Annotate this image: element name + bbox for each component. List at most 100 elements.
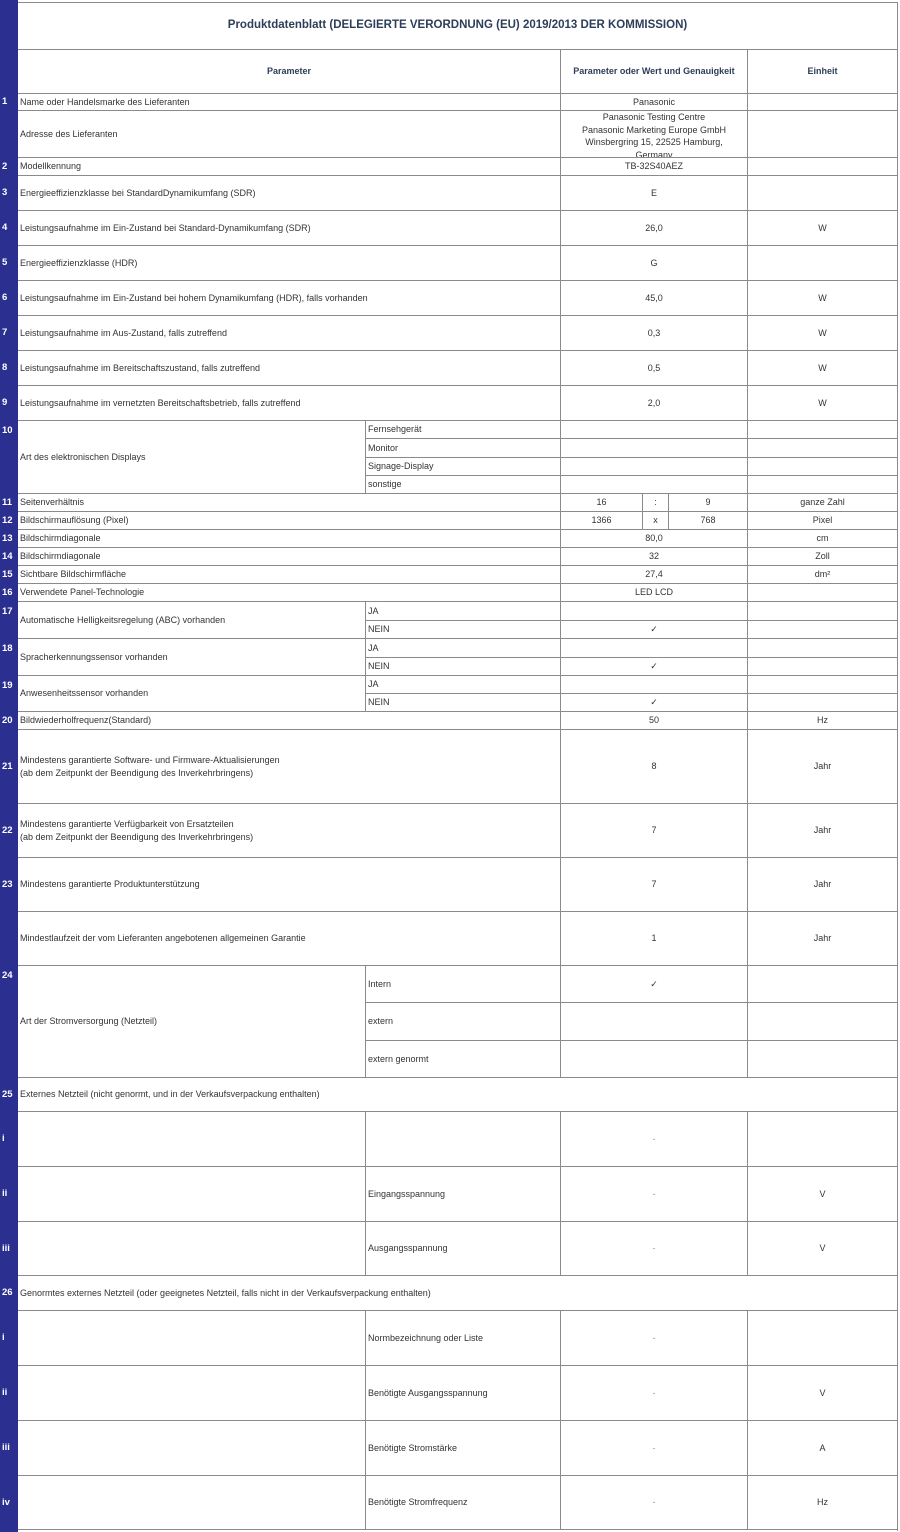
row-number: 21 (2, 760, 13, 772)
option-unit (748, 639, 898, 658)
row-number (0, 111, 18, 158)
option-unit (748, 475, 898, 494)
row-sub-label: Eingangsspannung (366, 1167, 561, 1222)
value-part: 1366 (561, 512, 643, 530)
row-unit: W (748, 281, 898, 316)
row-unit (748, 1311, 898, 1366)
row-value: E (561, 176, 748, 211)
header-value: Parameter oder Wert und Genauigkeit (561, 50, 748, 94)
option-label: extern (366, 1003, 561, 1041)
row-unit: Jahr (748, 858, 898, 912)
row-parameter: Anwesenheitssensor vorhanden (18, 676, 366, 712)
row-value: LED LCD (561, 584, 748, 602)
row-parameter: Verwendete Panel-Technologie (18, 584, 561, 602)
row-value: 8 (561, 730, 748, 804)
option-label: Intern (366, 966, 561, 1004)
row-number: 1 (2, 96, 8, 108)
option-unit (748, 1040, 898, 1078)
row-parameter: Bildschirmdiagonale (18, 530, 561, 548)
row-parameter: Genormtes externes Netzteil (oder geeign… (18, 1276, 898, 1311)
row-parameter: Leistungsaufnahme im Ein-Zustand bei Sta… (18, 211, 561, 246)
row-number: 6 (2, 292, 8, 304)
value-part: 9 (669, 494, 748, 512)
option-unit (748, 602, 898, 621)
row-parameter: Bildschirmauflösung (Pixel) (18, 512, 561, 530)
row-number: 23 (2, 878, 13, 890)
row-unit: W (748, 316, 898, 351)
row-value: - (561, 1311, 748, 1366)
option-label: JA (366, 639, 561, 658)
row-parameter: Art des elektronischen Displays (18, 421, 366, 494)
row-unit (748, 158, 898, 176)
row-parameter: Modellkennung (18, 158, 561, 176)
row-number: iii (2, 1442, 10, 1454)
row-value: 45,0 (561, 281, 748, 316)
option-unit (748, 676, 898, 694)
option-value (561, 457, 748, 476)
row-parameter (18, 1421, 366, 1476)
row-parameter: Seitenverhältnis (18, 494, 561, 512)
row-number: 7 (2, 327, 8, 339)
row-unit: V (748, 1222, 898, 1276)
row-value: 50 (561, 712, 748, 730)
row-parameter (18, 1167, 366, 1222)
value-separator: : (643, 494, 669, 512)
row-value: 0,3 (561, 316, 748, 351)
row-value: - (561, 1167, 748, 1222)
row-parameter (18, 1311, 366, 1366)
sheet-title: Produktdatenblatt (DELEGIERTE VERORDNUNG… (18, 2, 898, 50)
row-parameter: Mindestlaufzeit der vom Lieferanten ange… (18, 912, 561, 966)
row-sub-label: Benötigte Ausgangsspannung (366, 1366, 561, 1421)
row-unit (748, 246, 898, 281)
option-value (561, 1040, 748, 1078)
row-unit: Hz (748, 1476, 898, 1530)
row-number: 4 (2, 222, 8, 234)
row-sub-label: Benötigte Stromstärke (366, 1421, 561, 1476)
row-number: ii (2, 1387, 8, 1399)
row-sub-label: Ausgangsspannung (366, 1222, 561, 1276)
row-value: 26,0 (561, 211, 748, 246)
row-number: 5 (2, 257, 8, 269)
row-value: 2,0 (561, 386, 748, 421)
row-number: 25 (2, 1088, 13, 1100)
row-unit (748, 111, 898, 158)
row-number: 20 (2, 714, 13, 726)
row-unit: Jahr (748, 804, 898, 858)
row-unit (748, 94, 898, 111)
row-parameter (18, 1476, 366, 1530)
row-unit (748, 1112, 898, 1167)
row-value: - (561, 1366, 748, 1421)
option-label: sonstige (366, 475, 561, 494)
row-value: TB-32S40AEZ (561, 158, 748, 176)
row-unit: ganze Zahl (748, 494, 898, 512)
row-parameter (18, 1366, 366, 1421)
row-number: iv (2, 1496, 10, 1508)
row-unit: dm² (748, 566, 898, 584)
row-parameter: Leistungsaufnahme im Bereitschaftszustan… (18, 351, 561, 386)
row-unit: V (748, 1167, 898, 1222)
row-sub-label (366, 1112, 561, 1167)
row-unit: W (748, 211, 898, 246)
option-unit (748, 439, 898, 458)
row-parameter: Mindestens garantierte Software- und Fir… (18, 730, 561, 804)
row-unit: W (748, 386, 898, 421)
option-unit (748, 1003, 898, 1041)
row-number: 15 (2, 568, 13, 580)
row-parameter: Automatische Helligkeitsregelung (ABC) v… (18, 602, 366, 639)
option-label: Fernsehgerät (366, 421, 561, 440)
row-value: Panasonic (561, 94, 748, 111)
row-number: 17 (2, 606, 13, 617)
option-unit (748, 694, 898, 712)
option-label: NEIN (366, 620, 561, 639)
row-unit: V (748, 1366, 898, 1421)
row-number (0, 912, 18, 966)
option-value (561, 439, 748, 458)
row-number: 13 (2, 532, 13, 544)
row-number-stripe (0, 0, 18, 1532)
option-label: NEIN (366, 694, 561, 712)
option-value (561, 676, 748, 694)
row-unit: Hz (748, 712, 898, 730)
row-number: 3 (2, 187, 8, 199)
row-number: 26 (2, 1287, 13, 1299)
